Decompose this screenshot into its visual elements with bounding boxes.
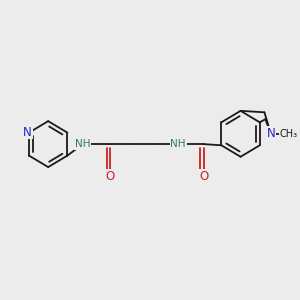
Text: NH: NH <box>170 139 186 149</box>
Text: N: N <box>23 125 32 139</box>
Text: N: N <box>267 127 275 140</box>
Text: CH₃: CH₃ <box>280 129 298 139</box>
Text: O: O <box>199 170 208 183</box>
Text: NH: NH <box>75 139 91 149</box>
Text: O: O <box>105 170 115 183</box>
